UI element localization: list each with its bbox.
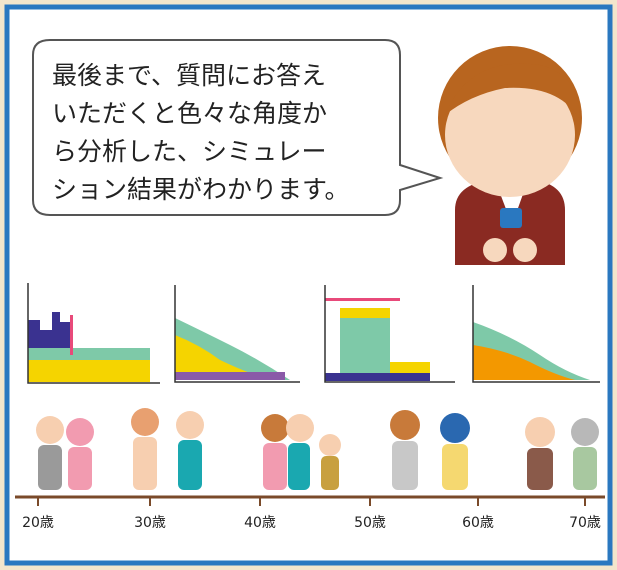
person-head [319, 434, 341, 456]
mini-chart [174, 285, 300, 383]
mini-bar [340, 308, 390, 373]
mini-bar [70, 315, 73, 355]
person-head [571, 418, 599, 446]
person-body [392, 441, 418, 490]
person-head [525, 417, 555, 447]
age-labels: 20歳 30歳 40歳 50歳 60歳 70歳 [22, 515, 601, 531]
person-body [68, 447, 92, 490]
mini-bar [340, 308, 390, 318]
person-body [288, 443, 310, 490]
mini-area [175, 372, 285, 380]
mini-axis [174, 285, 300, 383]
mini-chart [472, 285, 600, 383]
advisor-hand [513, 238, 537, 262]
age-label: 30歳 [134, 515, 166, 531]
mini-chart [324, 285, 455, 383]
mini-axis [27, 283, 160, 384]
speech-line: いただくと色々な角度か [52, 99, 327, 128]
person-head [261, 414, 289, 442]
people [36, 408, 599, 490]
person-body [178, 440, 202, 490]
person-body [263, 443, 287, 490]
person-head [390, 410, 420, 440]
advisor-badge [500, 208, 522, 228]
advisor-hand [483, 238, 507, 262]
person-head [440, 413, 470, 443]
mini-area [473, 345, 575, 380]
mini-axis [324, 285, 455, 383]
mini-area [28, 360, 150, 382]
person-body [133, 437, 157, 490]
person-body [527, 448, 553, 490]
age-label: 50歳 [354, 515, 386, 531]
mini-axis [472, 285, 600, 383]
age-label: 70歳 [569, 515, 601, 531]
mini-bar [390, 362, 430, 373]
advisor-face [445, 73, 575, 197]
age-label: 60歳 [462, 515, 494, 531]
mini-area [28, 348, 150, 360]
person-head [286, 414, 314, 442]
mini-area [28, 312, 70, 348]
age-label: 20歳 [22, 515, 54, 531]
person-head [66, 418, 94, 446]
person-body [442, 444, 468, 490]
speech-line: ション結果がわかります。 [52, 175, 350, 204]
mini-bar [325, 373, 430, 381]
person-body [321, 456, 339, 490]
mini-line [325, 298, 400, 301]
person-head [36, 416, 64, 444]
person-body [38, 445, 62, 490]
mini-chart [27, 283, 160, 384]
mini-area [175, 335, 270, 380]
person-body [573, 447, 597, 490]
person-head [131, 408, 159, 436]
advisor-fringe [445, 63, 580, 120]
age-label: 40歳 [244, 515, 276, 531]
speech-line: 最後まで、質問にお答え [52, 61, 326, 90]
speech-line: ら分析した、シミュレー [52, 137, 327, 166]
speech-bubble [32, 39, 444, 216]
person-head [176, 411, 204, 439]
